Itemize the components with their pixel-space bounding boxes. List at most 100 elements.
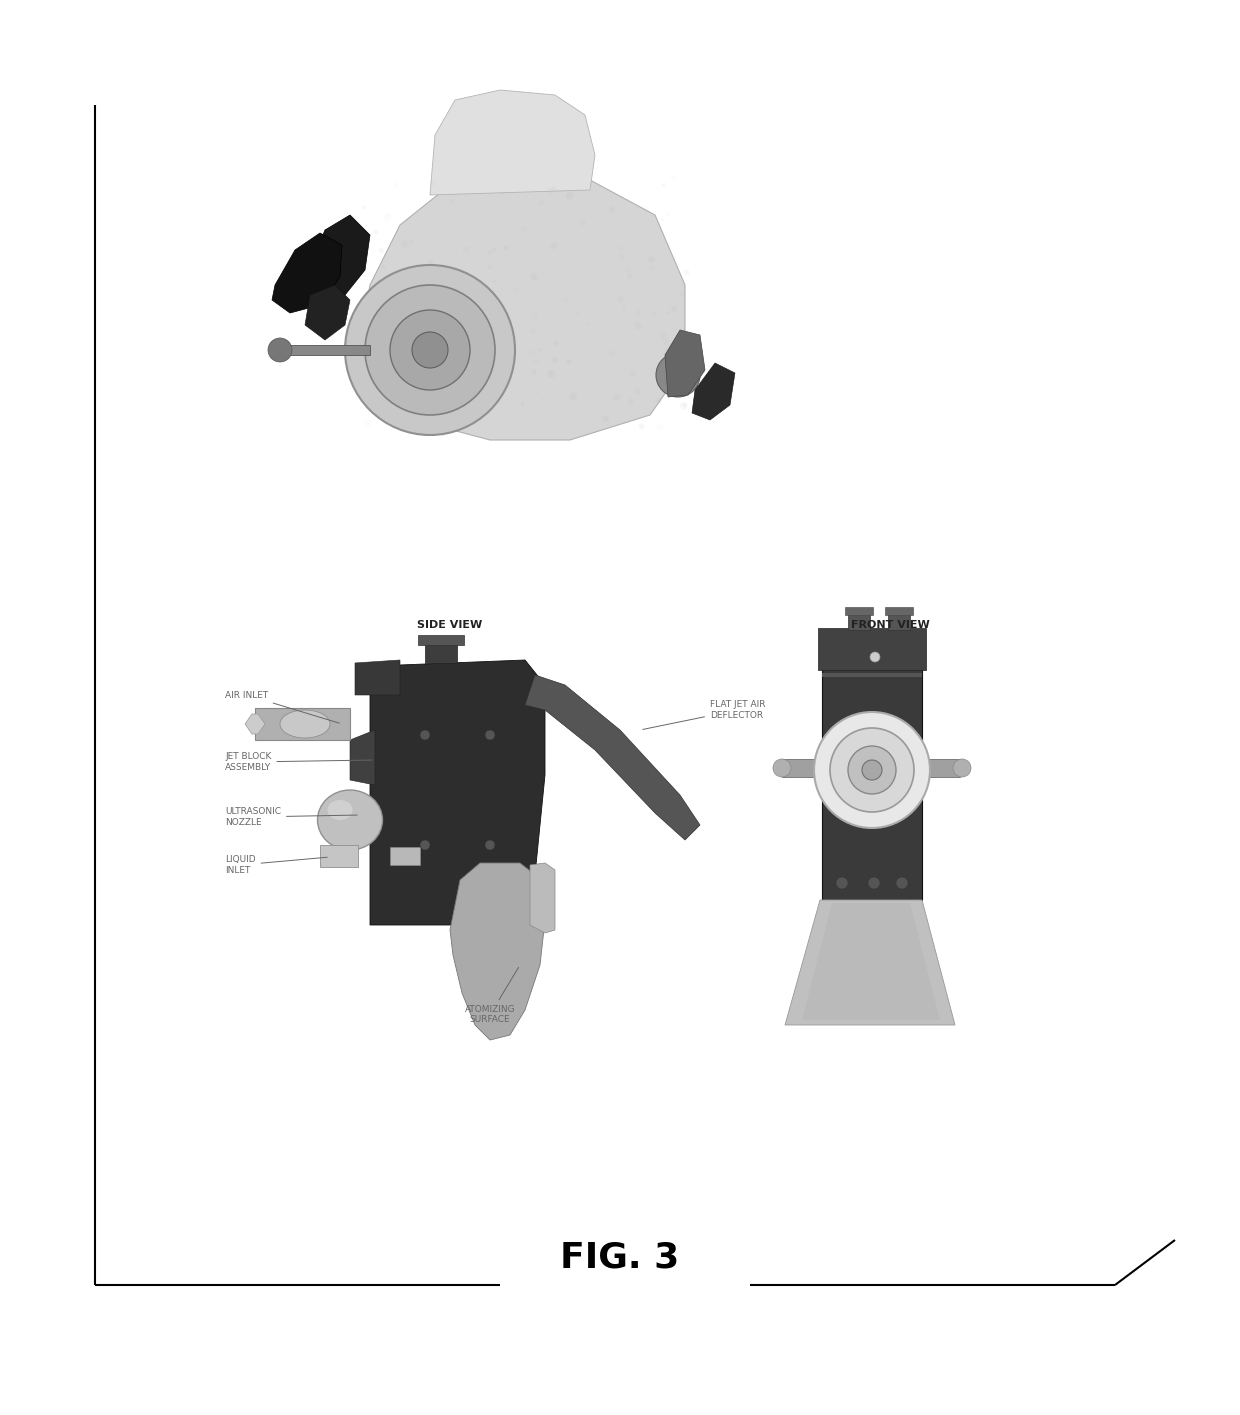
Circle shape	[862, 760, 882, 780]
Polygon shape	[529, 863, 556, 932]
Circle shape	[532, 369, 537, 375]
Circle shape	[424, 283, 428, 287]
Circle shape	[538, 200, 544, 205]
Polygon shape	[355, 170, 684, 440]
Circle shape	[370, 338, 377, 345]
Polygon shape	[450, 863, 546, 1040]
Circle shape	[409, 239, 414, 245]
Bar	[822, 630, 923, 900]
Circle shape	[683, 403, 687, 406]
Bar	[888, 613, 910, 630]
Circle shape	[268, 338, 291, 362]
Circle shape	[429, 260, 433, 265]
Circle shape	[420, 730, 430, 740]
Bar	[885, 607, 913, 616]
Circle shape	[474, 308, 479, 313]
Circle shape	[661, 218, 665, 222]
Circle shape	[662, 184, 665, 187]
Circle shape	[404, 324, 409, 330]
Circle shape	[538, 348, 541, 351]
Polygon shape	[430, 91, 595, 195]
Circle shape	[665, 350, 672, 357]
Polygon shape	[350, 730, 374, 785]
Text: JET BLOCK
ASSEMBLY: JET BLOCK ASSEMBLY	[224, 753, 372, 771]
Circle shape	[472, 337, 480, 345]
Ellipse shape	[280, 710, 330, 739]
Circle shape	[836, 877, 848, 889]
Bar	[848, 613, 870, 630]
Circle shape	[868, 877, 880, 889]
Circle shape	[661, 333, 667, 338]
Circle shape	[614, 393, 620, 400]
Circle shape	[521, 402, 525, 406]
Circle shape	[351, 258, 355, 262]
Circle shape	[420, 841, 430, 850]
Circle shape	[492, 248, 496, 252]
Circle shape	[451, 311, 459, 318]
Circle shape	[656, 398, 662, 403]
Bar	[425, 641, 458, 664]
Circle shape	[370, 395, 373, 398]
Polygon shape	[246, 715, 265, 734]
Circle shape	[363, 331, 370, 337]
Circle shape	[680, 362, 683, 365]
Circle shape	[634, 321, 641, 330]
Circle shape	[449, 306, 454, 311]
Circle shape	[531, 328, 536, 334]
Circle shape	[618, 297, 624, 301]
Bar	[844, 607, 873, 616]
Polygon shape	[665, 330, 706, 398]
Circle shape	[813, 712, 930, 828]
Circle shape	[870, 652, 880, 662]
Circle shape	[492, 279, 496, 282]
Circle shape	[624, 422, 626, 424]
Text: LIQUID
INLET: LIQUID INLET	[224, 855, 327, 874]
Circle shape	[673, 256, 677, 259]
Polygon shape	[370, 659, 546, 925]
Polygon shape	[692, 364, 735, 420]
Circle shape	[552, 185, 557, 190]
Polygon shape	[305, 284, 350, 340]
Circle shape	[485, 841, 495, 850]
Circle shape	[485, 730, 495, 740]
Circle shape	[954, 758, 971, 777]
Circle shape	[345, 265, 515, 434]
Circle shape	[423, 341, 429, 347]
Circle shape	[402, 241, 408, 248]
Circle shape	[830, 727, 914, 812]
Ellipse shape	[317, 790, 382, 850]
Text: FRONT VIEW: FRONT VIEW	[851, 620, 929, 630]
Circle shape	[656, 352, 701, 398]
Text: FLAT JET AIR
DEFLECTOR: FLAT JET AIR DEFLECTOR	[642, 700, 765, 730]
Circle shape	[656, 381, 662, 386]
Text: ULTRASONIC
NOZZLE: ULTRASONIC NOZZLE	[224, 808, 357, 826]
Circle shape	[575, 311, 579, 316]
Circle shape	[649, 256, 655, 263]
Polygon shape	[525, 675, 701, 841]
Circle shape	[427, 316, 432, 320]
Polygon shape	[785, 900, 955, 1024]
Circle shape	[773, 758, 791, 777]
Circle shape	[394, 344, 399, 348]
Bar	[822, 674, 923, 676]
Circle shape	[634, 388, 641, 395]
Circle shape	[477, 416, 482, 420]
Circle shape	[567, 359, 572, 365]
Text: SIDE VIEW: SIDE VIEW	[418, 620, 482, 630]
Circle shape	[680, 402, 687, 409]
Polygon shape	[355, 659, 401, 695]
Circle shape	[362, 228, 365, 231]
Circle shape	[391, 310, 470, 391]
Circle shape	[365, 284, 495, 415]
Circle shape	[438, 301, 444, 308]
Circle shape	[487, 250, 492, 256]
Circle shape	[412, 333, 448, 368]
Bar	[320, 845, 358, 867]
Circle shape	[439, 350, 445, 354]
Circle shape	[463, 246, 470, 253]
Text: AIR INLET: AIR INLET	[224, 691, 340, 723]
Circle shape	[848, 746, 897, 794]
Circle shape	[897, 877, 908, 889]
Circle shape	[619, 246, 622, 250]
Circle shape	[362, 205, 366, 209]
